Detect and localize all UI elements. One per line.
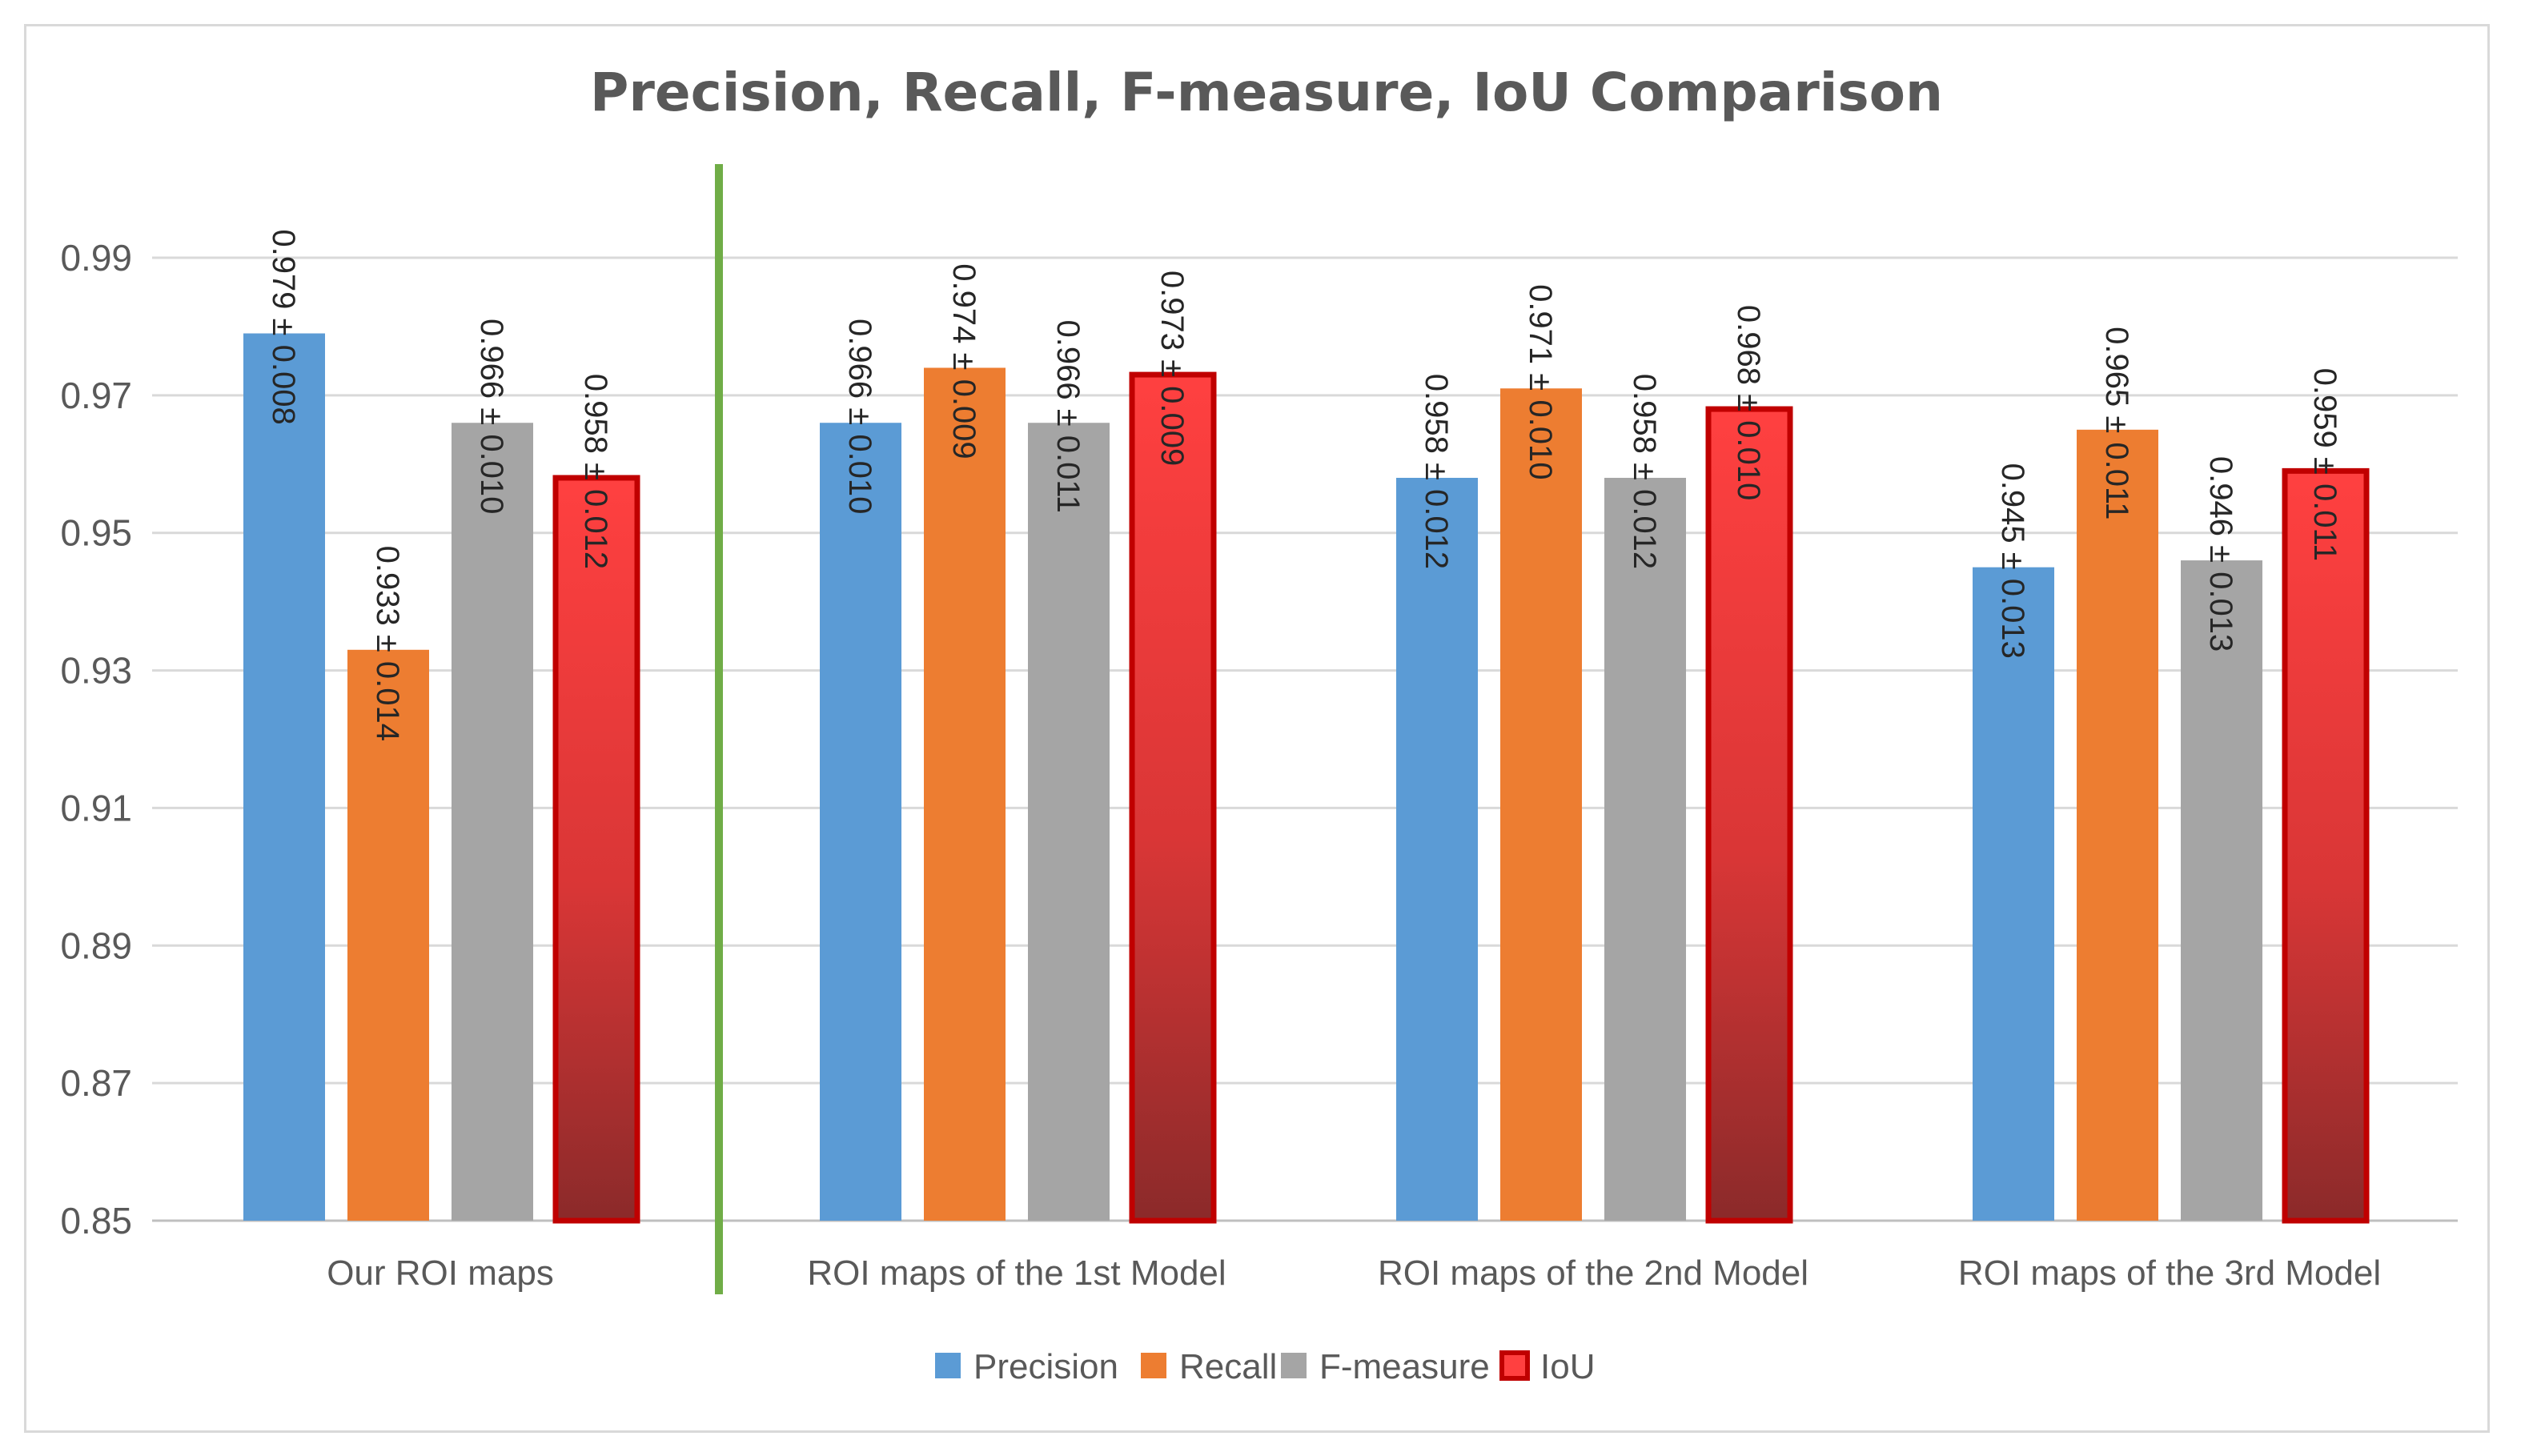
bar-recall xyxy=(1500,388,1582,1221)
legend-swatch-recall xyxy=(1141,1353,1166,1378)
data-label: 0.958 ± 0.012 xyxy=(1627,374,1662,569)
bar-precision xyxy=(820,423,901,1221)
legend: Precision Recall F-measure IoU xyxy=(935,1347,1595,1386)
bar-recall xyxy=(924,367,1006,1221)
bar-f-measure xyxy=(1028,423,1110,1221)
bar-f-measure xyxy=(1604,477,1686,1221)
x-category-label: ROI maps of the 3rd Model xyxy=(1958,1253,2381,1293)
chart-frame xyxy=(24,24,2490,1433)
bar-precision xyxy=(1973,567,2054,1221)
data-label: 0.973 ± 0.009 xyxy=(1154,271,1190,466)
bar-iou xyxy=(1705,406,1793,1224)
legend-swatch-f-measure xyxy=(1281,1353,1307,1378)
chart-title: Precision, Recall, F-measure, IoU Compar… xyxy=(590,62,1943,123)
legend-swatch-iou xyxy=(1499,1350,1530,1381)
bar-recall xyxy=(347,649,429,1221)
legend-label-f-measure: F-measure xyxy=(1319,1347,1490,1386)
legend-swatch-precision xyxy=(935,1353,961,1378)
y-tick-label: 0.87 xyxy=(60,1062,132,1104)
bar-iou xyxy=(552,475,640,1224)
data-label: 0.966 ± 0.010 xyxy=(842,319,877,514)
x-category-label: ROI maps of the 2nd Model xyxy=(1378,1253,1808,1293)
data-label: 0.933 ± 0.014 xyxy=(370,546,405,741)
legend-label-precision: Precision xyxy=(973,1347,1118,1386)
y-tick-label: 0.99 xyxy=(60,237,132,279)
data-label: 0.958 ± 0.012 xyxy=(1419,374,1454,569)
data-label: 0.946 ± 0.013 xyxy=(2203,456,2238,652)
data-label: 0.965 ± 0.011 xyxy=(2099,327,2134,519)
data-label: 0.945 ± 0.013 xyxy=(1995,463,2030,658)
y-tick-label: 0.89 xyxy=(60,925,132,966)
grid-layer: 0.85 0.87 0.89 0.91 0.93 0.95 0.97 0.99 Our ROI … xyxy=(60,237,2458,1293)
y-tick-label: 0.95 xyxy=(60,512,132,554)
data-label: 0.959 ± 0.011 xyxy=(2307,368,2342,561)
y-tick-label: 0.97 xyxy=(60,375,132,416)
x-category-label: ROI maps of the 1st Model xyxy=(807,1253,1226,1293)
data-label: 0.966 ± 0.011 xyxy=(1050,320,1086,513)
x-category-label: Our ROI maps xyxy=(327,1253,554,1293)
legend-label-recall: Recall xyxy=(1179,1347,1277,1386)
data-label: 0.958 ± 0.012 xyxy=(578,374,613,569)
bar-iou xyxy=(2282,467,2370,1224)
bars-layer xyxy=(243,164,2370,1294)
data-label: 0.968 ± 0.010 xyxy=(1731,305,1766,500)
data-label: 0.974 ± 0.009 xyxy=(946,263,981,459)
y-tick-label: 0.85 xyxy=(60,1200,132,1241)
bar-precision xyxy=(243,333,325,1221)
data-label: 0.966 ± 0.010 xyxy=(474,319,509,514)
y-tick-label: 0.91 xyxy=(60,787,132,828)
legend-label-iou: IoU xyxy=(1540,1347,1595,1386)
bar-iou xyxy=(1129,371,1217,1224)
y-tick-label: 0.93 xyxy=(60,650,132,692)
data-label: 0.971 ± 0.010 xyxy=(1523,284,1558,479)
data-label: 0.979 ± 0.008 xyxy=(266,229,301,424)
bar-recall xyxy=(2077,429,2158,1221)
data-labels-layer: 0.979 ± 0.008 0.933 ± 0.014 0.966 ± 0.010 0… xyxy=(266,229,2342,741)
bar-f-measure xyxy=(452,423,533,1221)
bar-f-measure xyxy=(2181,560,2262,1221)
bar-precision xyxy=(1396,477,1478,1221)
